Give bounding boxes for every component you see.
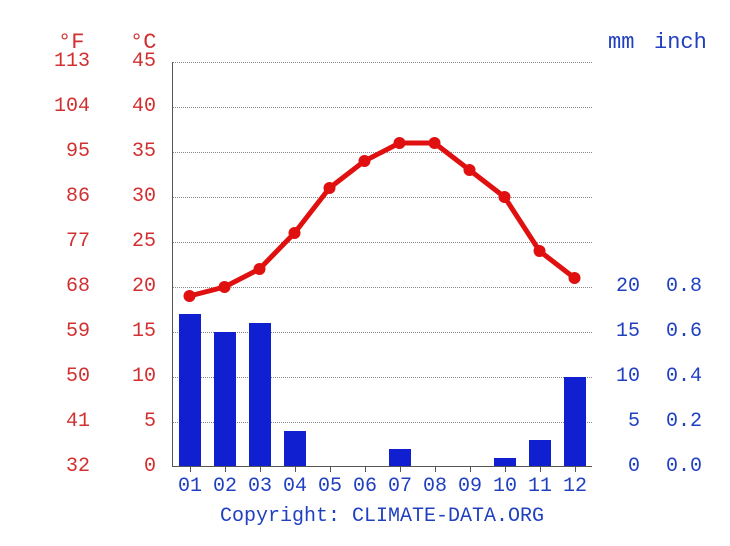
axis-mm-label: 0 bbox=[600, 455, 640, 478]
axis-inch-label: 0.8 bbox=[652, 275, 702, 298]
y-axis-line bbox=[172, 62, 173, 467]
climate-chart: °F °C mm inch 3241505968778695104113 051… bbox=[0, 0, 730, 546]
month-label: 09 bbox=[453, 475, 488, 498]
axis-inch-label: 0.6 bbox=[652, 320, 702, 343]
month-label: 05 bbox=[313, 475, 348, 498]
month-label: 04 bbox=[278, 475, 313, 498]
temperature-line bbox=[172, 62, 592, 467]
axis-c-label: 25 bbox=[116, 230, 156, 253]
axis-mm-label: 5 bbox=[600, 410, 640, 433]
axis-mm-label: 20 bbox=[600, 275, 640, 298]
copyright-text: Copyright: CLIMATE-DATA.ORG bbox=[172, 505, 592, 528]
month-label: 08 bbox=[418, 475, 453, 498]
plot-area bbox=[172, 62, 592, 467]
month-label: 11 bbox=[523, 475, 558, 498]
axis-f-label: 95 bbox=[40, 140, 90, 163]
axis-c-label: 0 bbox=[116, 455, 156, 478]
axis-f-label: 32 bbox=[40, 455, 90, 478]
axis-f-label: 41 bbox=[40, 410, 90, 433]
x-axis-line bbox=[172, 466, 592, 467]
axis-inch-label: 0.2 bbox=[652, 410, 702, 433]
month-label: 06 bbox=[348, 475, 383, 498]
axis-c-label: 5 bbox=[116, 410, 156, 433]
axis-f-label: 68 bbox=[40, 275, 90, 298]
axis-inch-label: 0.4 bbox=[652, 365, 702, 388]
axis-mm-label: 10 bbox=[600, 365, 640, 388]
axis-f-label: 59 bbox=[40, 320, 90, 343]
axis-f-label: 86 bbox=[40, 185, 90, 208]
axis-c-label: 10 bbox=[116, 365, 156, 388]
axis-c-label: 20 bbox=[116, 275, 156, 298]
axis-header-mm: mm bbox=[608, 30, 634, 55]
axis-f-label: 50 bbox=[40, 365, 90, 388]
axis-c-label: 40 bbox=[116, 95, 156, 118]
axis-c-label: 15 bbox=[116, 320, 156, 343]
month-label: 03 bbox=[243, 475, 278, 498]
axis-f-label: 77 bbox=[40, 230, 90, 253]
month-label: 12 bbox=[558, 475, 593, 498]
axis-inch-label: 0.0 bbox=[652, 455, 702, 478]
axis-c-label: 35 bbox=[116, 140, 156, 163]
axis-header-inch: inch bbox=[654, 30, 707, 55]
month-label: 02 bbox=[208, 475, 243, 498]
axis-f-label: 113 bbox=[40, 50, 90, 73]
month-label: 01 bbox=[173, 475, 208, 498]
month-label: 10 bbox=[488, 475, 523, 498]
month-label: 07 bbox=[383, 475, 418, 498]
axis-mm-label: 15 bbox=[600, 320, 640, 343]
axis-f-label: 104 bbox=[40, 95, 90, 118]
axis-c-label: 30 bbox=[116, 185, 156, 208]
axis-c-label: 45 bbox=[116, 50, 156, 73]
